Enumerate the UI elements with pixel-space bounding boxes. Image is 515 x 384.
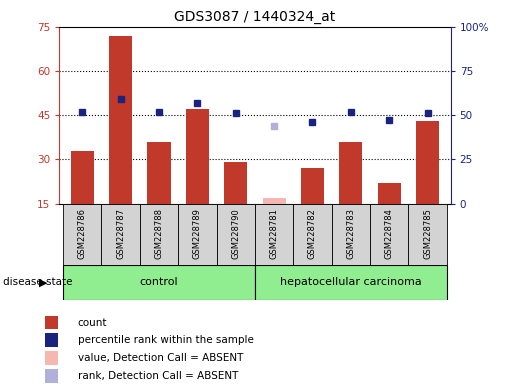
Text: GSM228785: GSM228785	[423, 209, 432, 259]
Bar	[63, 265, 255, 300]
Text: value, Detection Call = ABSENT: value, Detection Call = ABSENT	[78, 353, 243, 363]
Bar	[416, 121, 439, 204]
Text: GSM228790: GSM228790	[231, 209, 240, 259]
Bar	[255, 204, 294, 265]
Bar	[147, 142, 170, 204]
Text: GSM228789: GSM228789	[193, 209, 202, 259]
Bar	[301, 168, 324, 204]
Bar	[339, 142, 363, 204]
Bar	[370, 204, 408, 265]
Bar	[44, 351, 58, 365]
Text: GSM228787: GSM228787	[116, 209, 125, 260]
Text: hepatocellular carcinoma: hepatocellular carcinoma	[280, 277, 422, 287]
Bar	[186, 109, 209, 204]
Bar	[101, 204, 140, 265]
Text: disease state: disease state	[3, 277, 72, 287]
Text: GSM228781: GSM228781	[270, 209, 279, 259]
Text: ▶: ▶	[39, 277, 47, 287]
Title: GDS3087 / 1440324_at: GDS3087 / 1440324_at	[174, 10, 336, 25]
Bar	[44, 333, 58, 347]
Text: rank, Detection Call = ABSENT: rank, Detection Call = ABSENT	[78, 371, 238, 381]
Text: GSM228783: GSM228783	[347, 209, 355, 260]
Bar	[263, 198, 286, 204]
Bar	[44, 369, 58, 383]
Bar	[377, 183, 401, 204]
Bar	[44, 316, 58, 329]
Text: count: count	[78, 318, 107, 328]
Bar	[71, 151, 94, 204]
Text: percentile rank within the sample: percentile rank within the sample	[78, 335, 254, 345]
Text: control: control	[140, 277, 178, 287]
Bar	[408, 204, 447, 265]
Text: GSM228786: GSM228786	[78, 209, 87, 260]
Bar	[255, 265, 447, 300]
Text: GSM228788: GSM228788	[154, 209, 163, 260]
Text: GSM228784: GSM228784	[385, 209, 394, 259]
Bar	[140, 204, 178, 265]
Bar	[109, 36, 132, 204]
Bar	[224, 162, 247, 204]
Bar	[294, 204, 332, 265]
Text: GSM228782: GSM228782	[308, 209, 317, 259]
Bar	[63, 204, 101, 265]
Bar	[216, 204, 255, 265]
Bar	[332, 204, 370, 265]
Bar	[178, 204, 216, 265]
